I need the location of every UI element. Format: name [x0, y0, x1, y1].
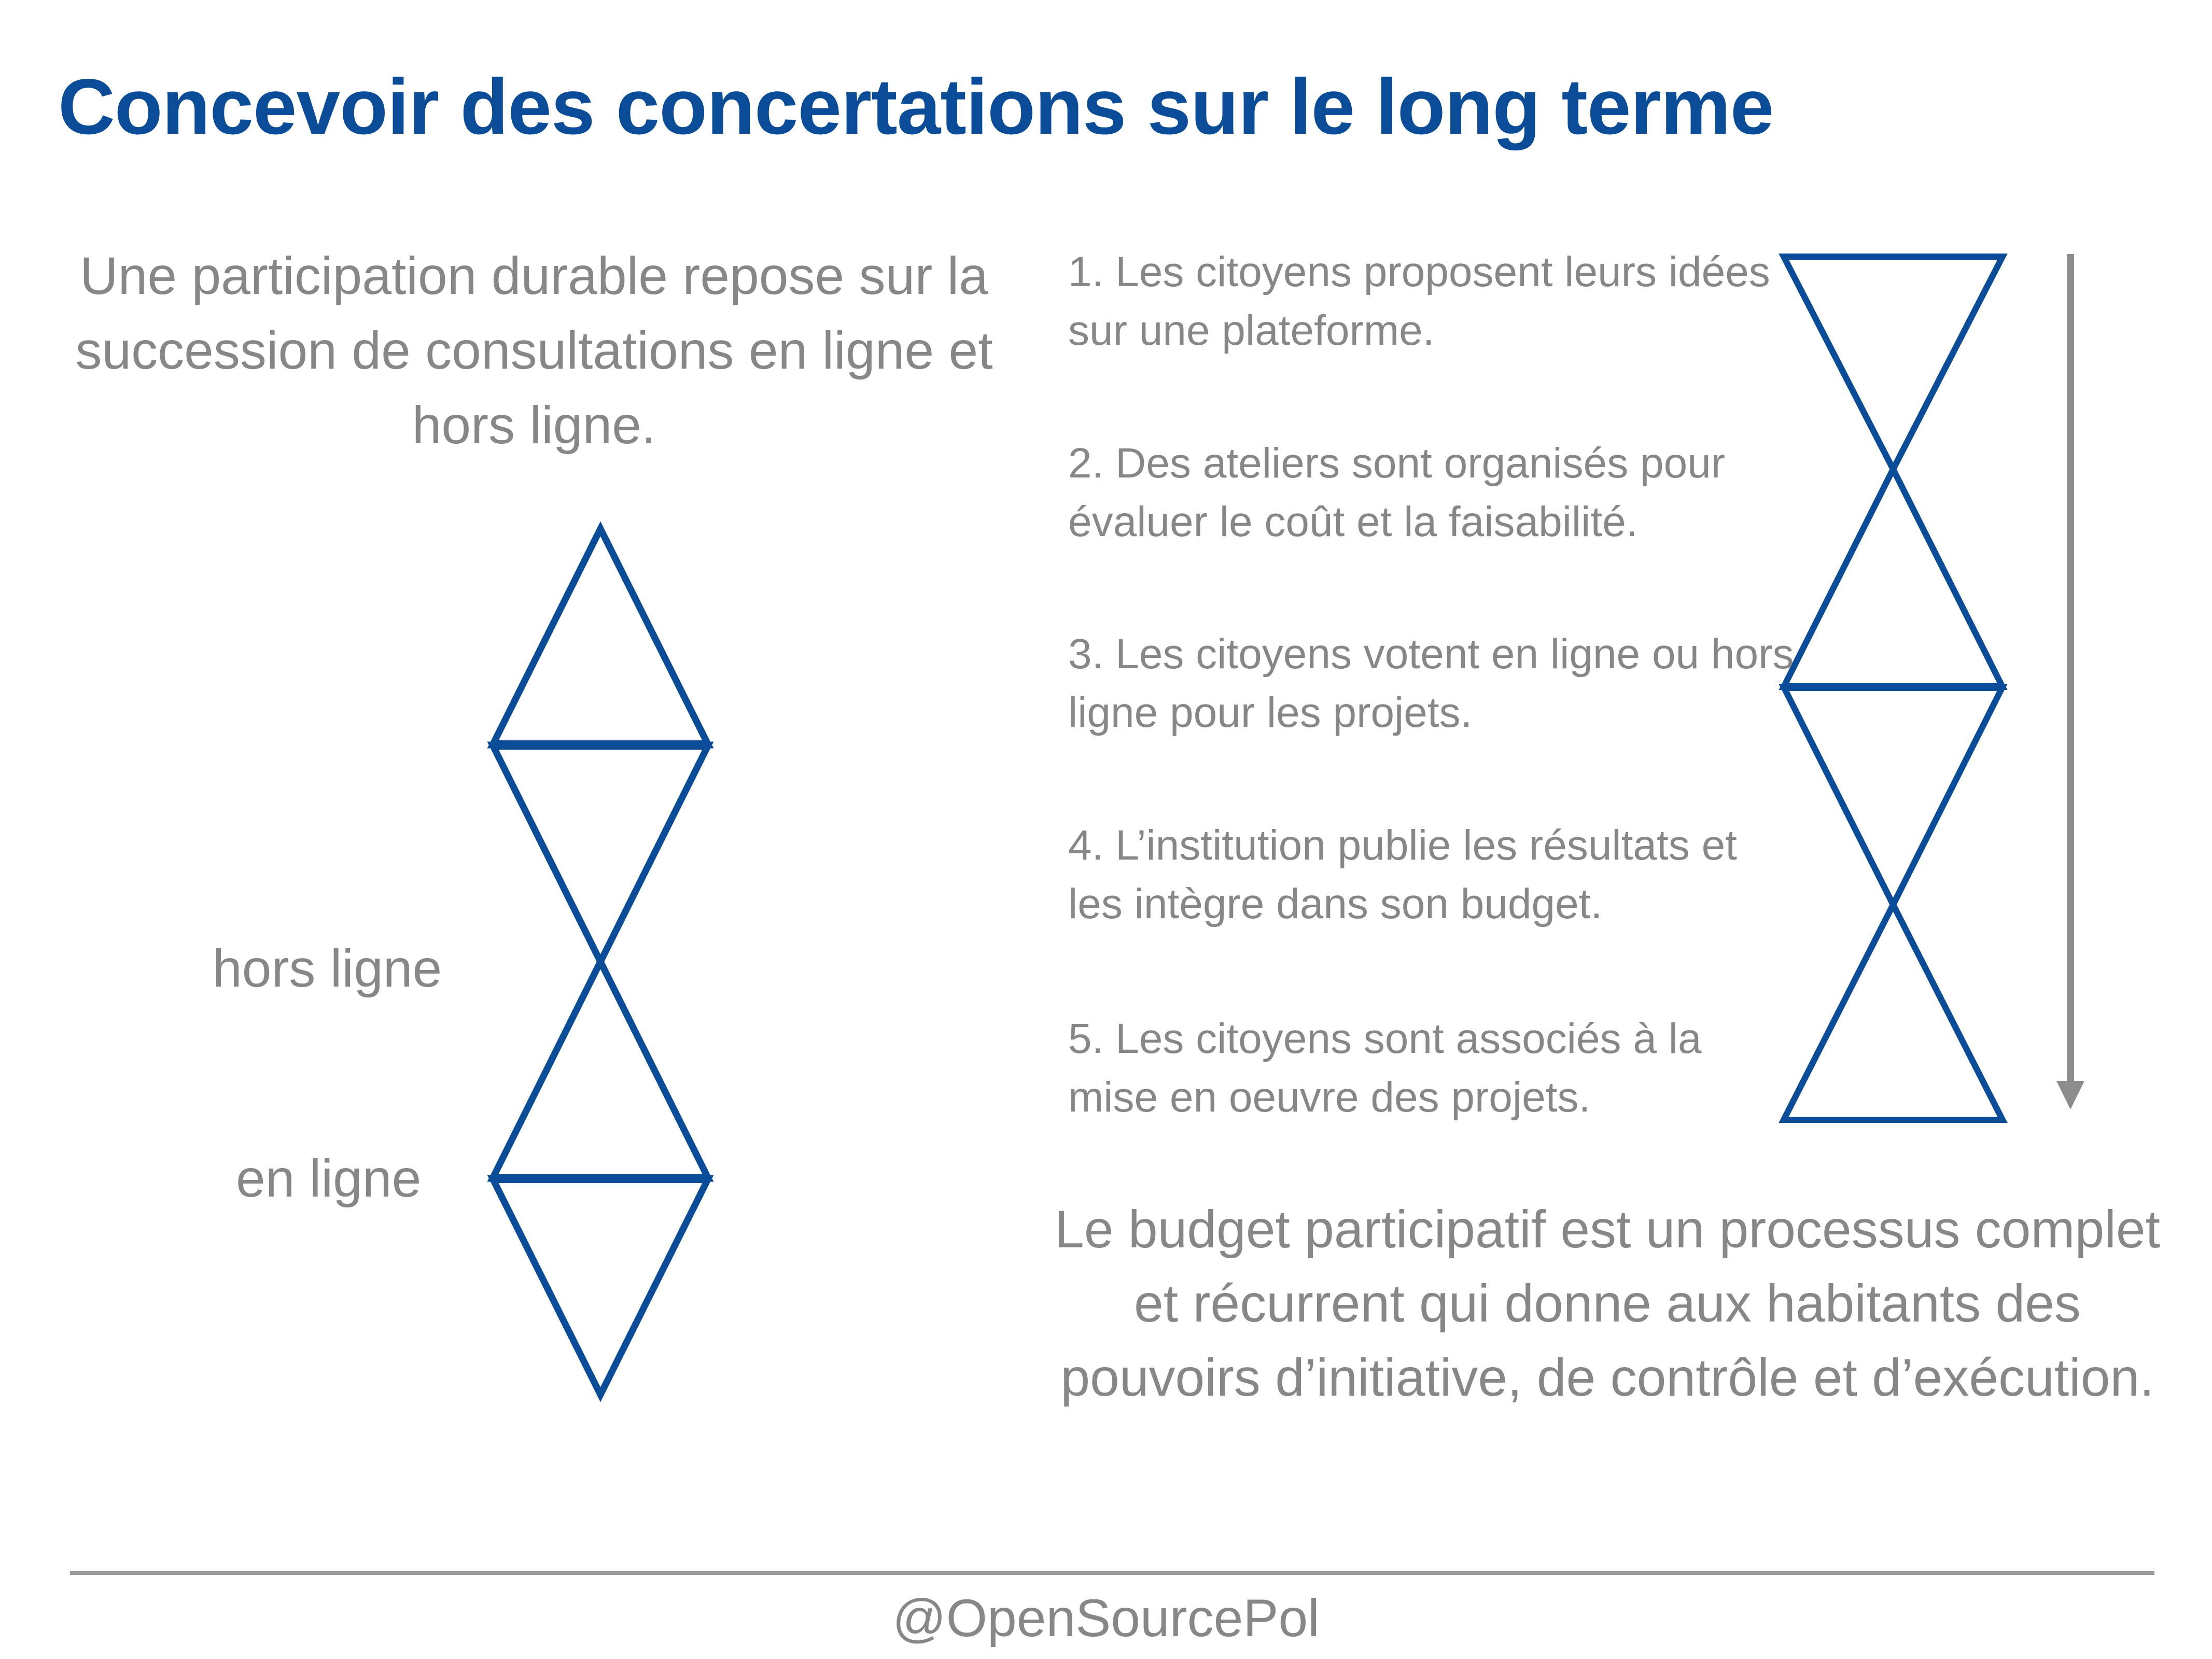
label-en-ligne: en ligne	[236, 1149, 422, 1208]
right-triangle-3	[1779, 684, 2008, 912]
process-arrow-head	[2056, 1081, 2084, 1109]
left-triangle-bottom	[487, 1175, 714, 1402]
step-3: 3. Les citoyens votent en ligne ou hors …	[1068, 630, 1794, 736]
step-5: 5. Les citoyens sont associés à la mise …	[1068, 1015, 1702, 1121]
left-intro-text: Une participation durable repose sur la …	[75, 246, 993, 455]
right-triangle-4	[1779, 897, 2008, 1123]
footer-handle: @OpenSourcePol	[892, 1588, 1320, 1648]
footer-divider	[70, 1571, 2154, 1575]
step-4: 4. L’institution publie les résultats et…	[1068, 822, 1737, 927]
step-1: 1. Les citoyens proposent leurs idées su…	[1068, 248, 1770, 354]
page-title: Concevoir des concertations sur le long …	[58, 63, 1774, 151]
right-triangle-1	[1779, 254, 2008, 476]
left-triangle-top	[487, 521, 714, 749]
label-hors-ligne: hors ligne	[213, 939, 442, 998]
left-triangle-mid-down	[487, 741, 714, 969]
conclusion-text: Le budget participatif est un processus …	[1055, 1200, 2160, 1407]
right-triangle-2	[1779, 462, 2008, 690]
left-triangle-mid-up	[487, 954, 714, 1182]
step-2: 2. Des ateliers sont organisés pour éval…	[1068, 440, 1726, 545]
